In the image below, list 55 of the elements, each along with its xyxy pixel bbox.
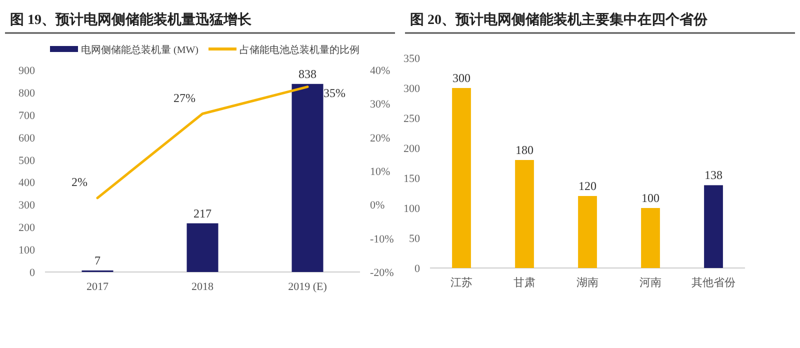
data-label: 100 [642, 191, 660, 205]
y-tick-label: 350 [404, 53, 420, 65]
data-label: 217 [194, 206, 212, 220]
y-tick-label: 100 [404, 203, 420, 215]
bar [186, 223, 218, 272]
data-label: 27% [174, 90, 196, 105]
bar [641, 208, 660, 268]
data-label: 2% [72, 174, 88, 189]
y-tick-label: 300 [18, 200, 36, 212]
data-label: 138 [704, 168, 722, 182]
y-tick-label: 900 [18, 65, 36, 77]
data-label: 35% [324, 86, 346, 100]
bar [515, 160, 534, 268]
data-label: 180 [516, 143, 534, 157]
legend-label: 电网侧储能总装机量 (MW) [81, 44, 198, 56]
y-tick-label: 50 [409, 233, 420, 245]
x-tick-label: 甘肃 [514, 276, 536, 289]
y2-tick-label: 10% [370, 166, 390, 178]
y-tick-label: 0 [414, 263, 420, 275]
y-tick-label: 250 [404, 113, 420, 125]
y2-tick-label: -10% [370, 233, 394, 246]
bar [578, 196, 597, 268]
chart-title: 图 20、预计电网侧储能装机主要集中在四个省份 [410, 11, 708, 28]
x-tick-label: 其他省份 [692, 276, 736, 289]
y-tick-label: 400 [18, 177, 36, 190]
y-tick-label: 700 [18, 110, 36, 122]
y-tick-label: 600 [18, 132, 36, 144]
x-tick-label: 湖南 [576, 276, 598, 289]
y-tick-label: 200 [18, 222, 36, 234]
x-tick-label: 河南 [640, 276, 662, 289]
x-tick-label: 2017 [86, 281, 109, 293]
x-tick-label: 2019 (E) [288, 281, 328, 293]
y-tick-label: 150 [404, 173, 420, 185]
x-tick-label: 2018 [192, 281, 214, 293]
y-tick-label: 100 [18, 244, 36, 257]
y-tick-label: 200 [404, 143, 420, 155]
legend-label: 占储能电池总装机量的比例 [240, 44, 360, 56]
y-tick-label: 500 [18, 154, 36, 167]
bar [452, 88, 471, 268]
y2-tick-label: 30% [370, 98, 390, 111]
y2-tick-label: 20% [370, 132, 390, 144]
bar [704, 185, 723, 268]
data-label: 838 [298, 66, 316, 81]
y-tick-label: 0 [30, 267, 36, 279]
bar [292, 84, 324, 272]
data-label: 7 [94, 253, 100, 268]
y-tick-label: 300 [404, 83, 420, 95]
data-label: 300 [452, 71, 470, 85]
y2-tick-label: -20% [370, 267, 394, 279]
y2-tick-label: 40% [370, 65, 390, 77]
y-tick-label: 800 [18, 87, 36, 100]
x-tick-label: 江苏 [450, 276, 472, 289]
y2-tick-label: 0% [370, 200, 385, 212]
chart-title: 图 19、预计电网侧储能装机量迅猛增长 [10, 12, 252, 28]
data-label: 120 [578, 179, 596, 193]
